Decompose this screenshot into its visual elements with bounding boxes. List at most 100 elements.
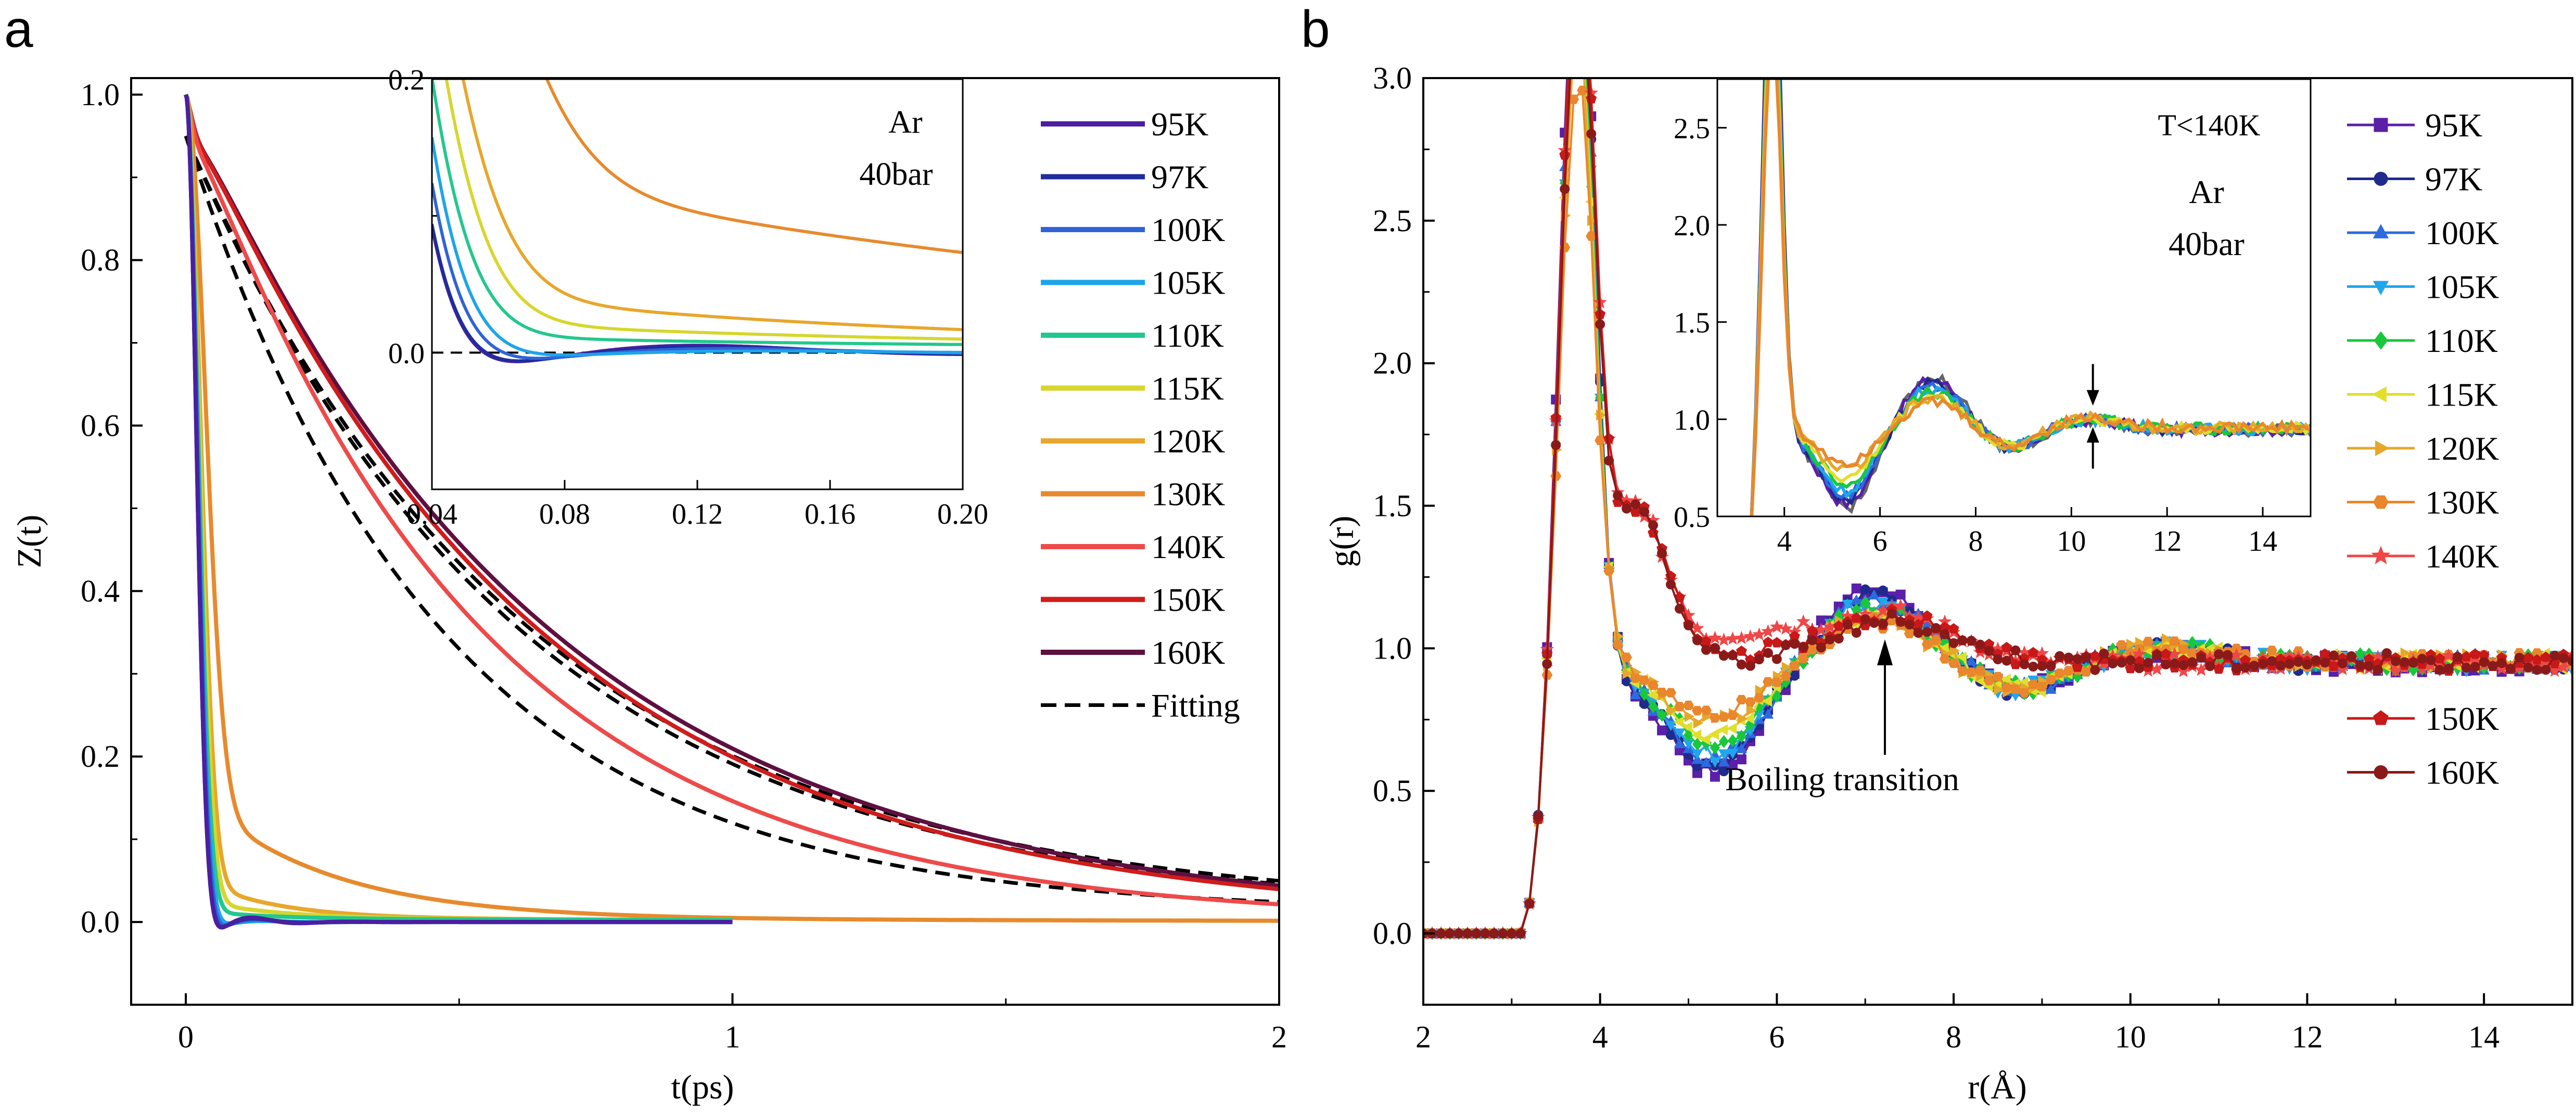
marker-sphere [2196, 652, 2207, 663]
marker-sphere [1542, 659, 1552, 669]
marker-sphere [1445, 928, 1455, 939]
marker-pentagon [2522, 652, 2534, 663]
marker-sphere [1436, 928, 1446, 939]
marker-hexagon [1992, 672, 2004, 681]
marker-triangle-right [1684, 711, 1695, 723]
marker-sphere [1940, 629, 1950, 639]
panel-b-ytick-label: 0.0 [1373, 916, 1412, 951]
marker-hexagon [1710, 713, 1720, 723]
panel-b-ytick-label: 3.0 [1373, 61, 1412, 95]
marker-pentagon [2125, 663, 2136, 674]
marker-sphere [1798, 641, 1808, 652]
marker-sphere [2452, 652, 2463, 662]
marker-triangle-left [1726, 723, 1737, 734]
marker-circle [1718, 766, 1729, 777]
marker-triangle-left [1691, 729, 1702, 741]
marker-diamond [1727, 734, 1738, 748]
legend-a-label-110K: 110K [1151, 317, 1224, 354]
marker-triangle-right [1755, 685, 1766, 696]
marker-sphere [2037, 661, 2047, 671]
panel-b-inset-series-130K [1750, 79, 2311, 516]
marker-sphere [2488, 661, 2498, 671]
panel-b-inset-arrows [2086, 364, 2099, 469]
panel-a-inset-xtick-label: 0.12 [672, 498, 723, 530]
marker-diamond [1648, 700, 1659, 713]
marker-hexagon [1692, 706, 1703, 716]
marker-star [1708, 630, 1722, 644]
marker-triangle-right [1994, 684, 2004, 695]
marker-diamond [1639, 688, 1650, 701]
panel-a-inset-xtick-label: 0.08 [539, 498, 590, 530]
marker-hexagon [1550, 471, 1562, 481]
marker-sphere [2240, 662, 2251, 673]
panel-b-inset-frame [1716, 78, 2312, 517]
marker-hexagon [1974, 666, 1986, 676]
marker-hexagon [1957, 666, 1968, 676]
marker-hexagon [1921, 639, 1933, 649]
panel-a-ytick-label: 0.0 [81, 905, 120, 939]
marker-star [1814, 623, 1828, 636]
marker-sphere [2267, 656, 2277, 666]
legend-a-label-95K: 95K [1151, 106, 1208, 143]
marker-star [2371, 546, 2391, 564]
legend-b-label-105K: 105K [2425, 269, 2499, 306]
panel-b-inset-ytick-label: 1.5 [1674, 307, 1710, 339]
marker-pentagon [2001, 641, 2012, 652]
marker-sphere [2090, 665, 2100, 675]
marker-sphere [1869, 618, 1879, 628]
marker-hexagon [1656, 688, 1668, 698]
marker-hexagon [2373, 495, 2389, 509]
marker-triangle-up [1736, 743, 1748, 753]
marker-sphere [1692, 635, 1703, 646]
marker-sphere [2390, 656, 2401, 666]
marker-hexagon [1797, 653, 1809, 663]
marker-sphere [1595, 319, 1605, 330]
panel-a-inset-ytick-label: 0.2 [388, 64, 425, 96]
legend-b-label-150K: 150K [2425, 700, 2499, 737]
marker-hexagon [2010, 684, 2021, 694]
marker-sphere [1701, 644, 1712, 655]
marker-sphere [1754, 654, 1764, 665]
panel-a-frame [130, 77, 1280, 1006]
marker-triangle-right [1746, 705, 1757, 716]
panel-b-inset-series-120K [1750, 79, 2311, 516]
panel-b-inset-label-pressure: 40bar [2169, 225, 2245, 262]
panel-b-inset-xtick-label: 4 [1777, 525, 1792, 558]
marker-hexagon [1621, 652, 1633, 662]
panel-a-inset-label-ar: Ar [888, 105, 923, 140]
marker-diamond [1710, 741, 1720, 755]
legend-a-label-140K: 140K [1151, 528, 1225, 565]
marker-hexagon [1630, 673, 1641, 683]
marker-hexagon [2266, 646, 2277, 655]
marker-sphere [2019, 659, 2030, 669]
marker-sphere [2461, 663, 2471, 673]
legend-b-label-140K: 140K [2425, 538, 2499, 575]
marker-sphere [2055, 651, 2065, 661]
marker-sphere [2001, 655, 2012, 666]
panel-b-ytick-label: 1.0 [1373, 631, 1412, 665]
panel-a-xlabel: t(ps) [671, 1068, 734, 1106]
marker-pentagon [1763, 636, 1774, 647]
panel-a-series-110K [184, 94, 733, 922]
panel-a-ytick-label: 0.8 [81, 243, 120, 277]
marker-sphere [1586, 129, 1597, 139]
marker-sphere [1984, 646, 1994, 656]
marker-hexagon [1736, 694, 1747, 704]
marker-sphere [2125, 655, 2136, 665]
marker-sphere [1993, 654, 2003, 664]
panel-b-inset-ytick-label: 2.5 [1674, 112, 1710, 145]
marker-sphere [1453, 928, 1464, 939]
marker-sphere [2099, 648, 2109, 659]
marker-sphere [2319, 657, 2330, 668]
marker-sphere [2293, 656, 2303, 667]
marker-hexagon [1904, 628, 1915, 638]
marker-pentagon [1736, 645, 1747, 656]
panel-b-xtick-label: 14 [2468, 1020, 2500, 1054]
marker-hexagon [2054, 668, 2065, 678]
panel-b-xtick-label: 2 [1415, 1020, 1431, 1054]
panel-b-xtick-label: 8 [1946, 1020, 1961, 1054]
panel-b-xtick-label: 4 [1592, 1020, 1608, 1054]
marker-circle [2374, 172, 2388, 186]
legend-a-label-100K: 100K [1151, 211, 1225, 248]
marker-sphere [1807, 635, 1817, 646]
